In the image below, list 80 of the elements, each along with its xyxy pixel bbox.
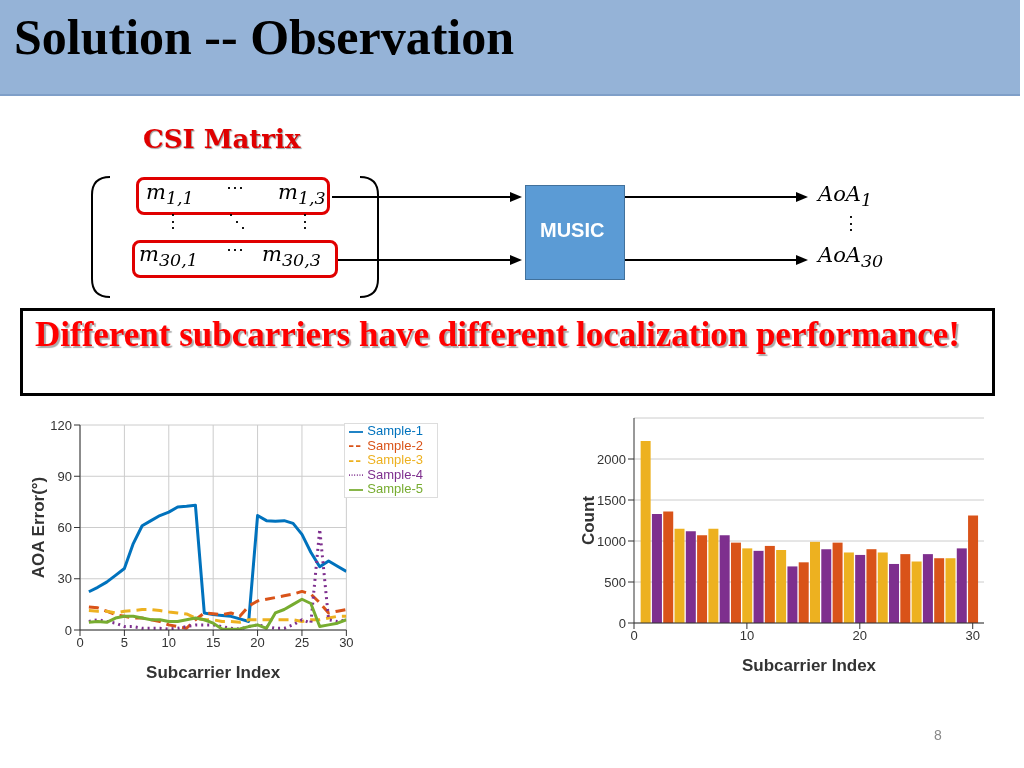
text: MUSIC <box>540 219 605 241</box>
text: 8 <box>934 727 942 743</box>
legend-label: Sample-2 <box>367 437 423 453</box>
text: m$_{1,3}$ <box>278 180 326 209</box>
bar <box>708 528 719 623</box>
x-tick-label: 30 <box>339 635 354 651</box>
x-tick-label: 15 <box>205 635 221 651</box>
bar <box>821 549 832 623</box>
bar <box>900 554 911 623</box>
text: ⋯ <box>226 238 244 259</box>
bar <box>640 440 651 623</box>
legend-label: Sample-5 <box>367 481 423 497</box>
y-tick-label: 0 <box>618 615 626 631</box>
bar <box>764 545 775 623</box>
bar <box>719 535 730 623</box>
y-tick-label: 90 <box>57 468 72 484</box>
x-tick-label: 10 <box>161 635 177 651</box>
bar <box>663 511 674 623</box>
bar <box>776 550 787 623</box>
x-axis-title: Subcarrier Index <box>146 663 281 683</box>
text: AoA$_{30}$ <box>818 243 884 272</box>
bar <box>911 561 922 623</box>
bar <box>832 542 843 623</box>
y-tick-label: 60 <box>57 520 72 536</box>
text: m$_{30,3}$ <box>262 242 321 271</box>
x-tick-label: 0 <box>76 635 84 651</box>
bar <box>810 541 820 623</box>
x-tick-label: 20 <box>250 635 265 651</box>
text: Solution -- Observation <box>14 8 515 66</box>
bar <box>968 515 979 623</box>
text: ⋱ <box>228 210 246 231</box>
text: m$_{1,1}$ <box>146 180 194 209</box>
y-tick-label: 2000 <box>597 451 626 467</box>
text: m$_{30,1}$ <box>139 242 198 271</box>
bar <box>787 566 798 623</box>
bar <box>697 535 708 623</box>
x-tick-label: 20 <box>852 628 868 644</box>
x-tick-label: 5 <box>120 635 129 651</box>
bar <box>922 554 933 623</box>
text: ⋯ <box>226 176 244 197</box>
bar <box>674 528 685 623</box>
bar <box>934 558 945 623</box>
text: AoA$_{1}$ <box>818 182 873 211</box>
bar <box>877 552 888 623</box>
legend-label: Sample-3 <box>367 452 423 468</box>
bar <box>945 558 956 623</box>
y-tick-label: 30 <box>57 571 72 587</box>
x-tick-label: 0 <box>630 628 638 644</box>
x-tick-label: 30 <box>965 628 980 644</box>
y-tick-label: 1000 <box>597 533 626 549</box>
bar <box>889 563 900 623</box>
x-axis-title: Subcarrier Index <box>741 656 877 676</box>
y-tick-label: 120 <box>50 417 72 433</box>
legend-label: Sample-4 <box>367 466 423 482</box>
bar <box>956 548 967 623</box>
line-series <box>87 589 347 630</box>
y-axis-title: AOA Error(°) <box>29 476 49 579</box>
text: ⋮ <box>164 210 182 231</box>
line-series <box>87 503 347 623</box>
x-tick-label: 25 <box>294 635 310 651</box>
bar <box>798 562 809 623</box>
text: ⋮ <box>842 212 860 233</box>
text: ⋮ <box>296 210 314 231</box>
bar <box>730 542 741 623</box>
x-tick-label: 10 <box>739 628 755 644</box>
bar <box>753 550 764 623</box>
bar <box>651 513 662 623</box>
line-series <box>87 597 347 630</box>
y-tick-label: 1500 <box>597 492 626 508</box>
bar <box>866 549 877 623</box>
text: CSI Matrix <box>143 124 301 154</box>
text: Different subcarriers have different localization performance! <box>35 315 961 354</box>
y-tick-label: 500 <box>604 574 626 590</box>
bar <box>855 554 866 623</box>
bar <box>742 548 753 623</box>
bar <box>843 552 854 623</box>
legend-label: Sample-1 <box>367 423 423 438</box>
y-axis-title: Count <box>579 495 599 546</box>
bar <box>685 531 696 623</box>
line-series <box>87 608 347 624</box>
